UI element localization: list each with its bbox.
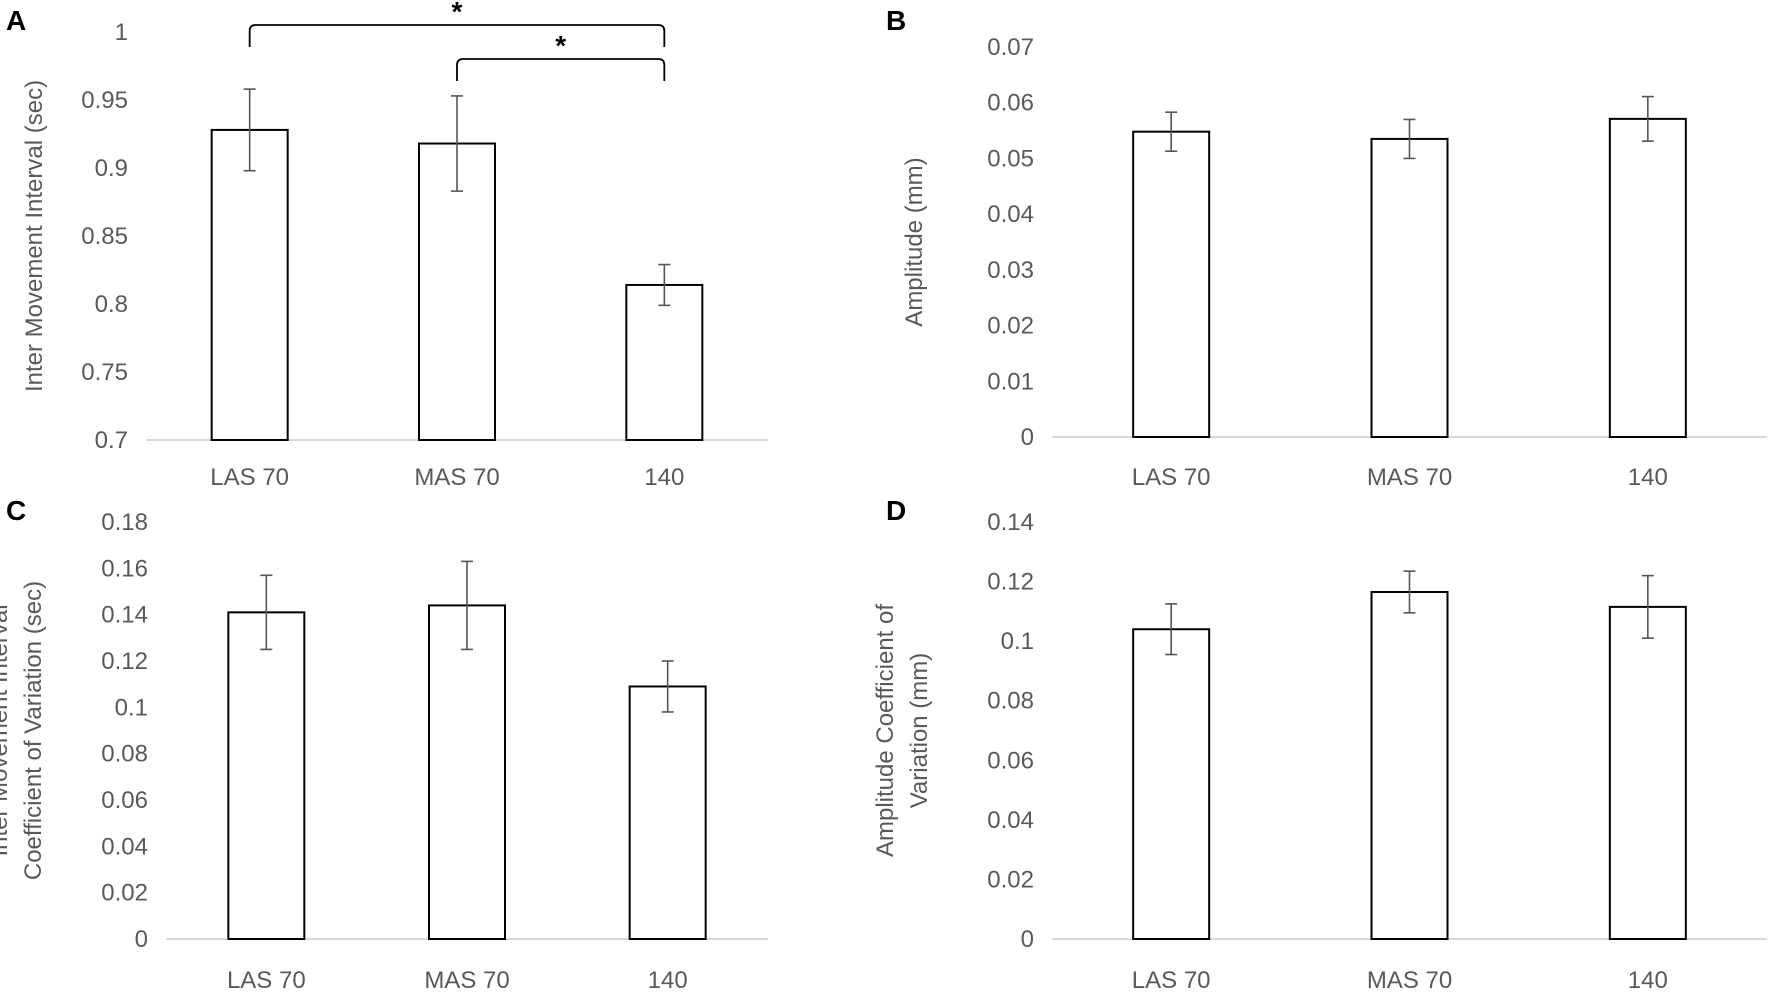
x-tick-label: LAS 70 [210,464,289,491]
y-tick-label: 0.12 [101,648,148,675]
y-tick-label: 0 [135,926,148,953]
y-tick-label: 0.14 [101,602,148,629]
significance-marker: * [555,30,566,61]
y-tick-label: 0.05 [987,145,1034,172]
x-tick-label: 140 [648,967,688,993]
y-tick-label: 0.04 [987,807,1034,834]
bar-mas-70 [428,604,506,941]
bar-140 [1608,117,1687,438]
bar-las-70 [227,611,306,940]
y-tick-label: 0.01 [987,368,1034,395]
y-axis-title: Variation (mm) [906,653,933,809]
y-tick-label: 0.18 [101,509,148,536]
x-tick-label: LAS 70 [227,967,306,993]
y-tick-label: 0.12 [987,569,1034,596]
x-tick-label: LAS 70 [1132,967,1211,993]
y-tick-label: 0.85 [81,223,128,250]
y-axis-title: Amplitude Coefficient of [872,604,899,857]
y-tick-label: 0.9 [95,155,128,182]
bar-mas-70 [418,142,496,442]
y-axis-title: Inter Movement Interval [0,604,13,856]
y-tick-label: 0.02 [101,880,148,907]
significance-marker: * [452,0,463,27]
bar-mas-70 [1370,590,1449,940]
y-tick-label: 0.07 [987,34,1034,61]
panel-c: C 0 0.02 0.04 0.06 0.08 0.1 0.12 0.14 0.16 0.18 LAS… [0,495,768,993]
y-tick-label: 0.02 [987,866,1034,893]
y-tick-label: 0.7 [95,427,128,454]
y-tick-label: 0.75 [81,359,128,386]
y-tick-label: 0.1 [1001,628,1034,655]
y-tick-label: 0.04 [987,201,1034,228]
y-tick-label: 0.08 [987,688,1034,715]
y-tick-label: 0.06 [987,90,1034,117]
x-tick-label: 140 [1628,967,1668,993]
y-axis-title: Coefficient of Variation (sec) [20,581,47,880]
x-tick-label: MAS 70 [414,464,499,491]
y-tick-label: 0.03 [987,257,1034,284]
panel-letter: D [886,495,906,526]
y-tick-label: 0.06 [987,747,1034,774]
x-tick-label: MAS 70 [424,967,509,993]
significance-bracket [456,58,666,81]
y-tick-label: 0.04 [101,833,148,860]
y-tick-label: 0.1 [115,694,148,721]
x-tick-label: LAS 70 [1132,464,1211,491]
y-tick-label: 0.08 [101,741,148,768]
y-tick-label: 0.8 [95,291,128,318]
bar-mas-70 [1370,137,1449,439]
bar-140 [625,283,704,441]
x-tick-label: MAS 70 [1367,967,1452,993]
panel-a: A 0.7 0.75 0.8 0.85 0.9 0.95 1 LAS 70 MAS 70 140 In… [6,0,768,491]
y-tick-label: 0.14 [987,509,1034,536]
y-axis-title: Amplitude (mm) [901,157,928,326]
y-tick-label: 0.95 [81,87,128,114]
y-tick-label: 0.16 [101,555,148,582]
significance-bracket [248,24,666,47]
y-tick-label: 0 [1021,424,1034,451]
bar-las-70 [1132,130,1211,439]
bar-140 [628,685,707,940]
bar-las-70 [210,128,289,441]
y-axis-title: Inter Movement Interval (sec) [21,80,48,392]
bar-140 [1608,605,1687,940]
x-tick-label: MAS 70 [1367,464,1452,491]
panel-letter: C [6,495,26,526]
y-tick-label: 0 [1021,926,1034,953]
panel-b: B 0 0.01 0.02 0.03 0.04 0.05 0.06 0.07 LAS 70 MAS … [886,5,1767,491]
y-tick-label: 0.06 [101,787,148,814]
x-tick-label: 140 [644,464,684,491]
y-tick-label: 1 [115,19,128,46]
panel-d: D 0 0.02 0.04 0.06 0.08 0.1 0.12 0.14 LAS 70 MAS 7… [872,495,1767,993]
bar-las-70 [1132,628,1211,940]
panel-letter: B [886,5,906,36]
x-tick-label: 140 [1628,464,1668,491]
y-tick-label: 0.02 [987,313,1034,340]
panel-letter: A [6,5,26,36]
